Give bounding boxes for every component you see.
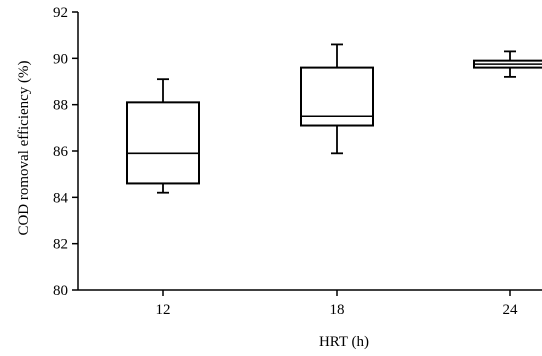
box-18	[300, 43, 374, 155]
box-24	[473, 50, 542, 78]
x-axis-label: HRT (h)	[319, 334, 369, 350]
y-axis: 80 82 84 86 88 90 92	[53, 5, 79, 299]
y-axis-label: COD romoval efficiency (%)	[16, 60, 32, 235]
box-12	[126, 78, 200, 194]
x-tick-label-24: 24	[503, 302, 519, 318]
y-tick-label-84: 84	[53, 190, 69, 206]
y-tick-label-92: 92	[53, 5, 68, 21]
x-tick-label-18: 18	[330, 302, 345, 318]
y-tick-label-90: 90	[53, 51, 68, 67]
y-tick-label-88: 88	[53, 98, 68, 114]
iqr-box-12	[126, 101, 200, 185]
y-tick-label-82: 82	[53, 237, 68, 253]
y-tick-label-80: 80	[53, 283, 68, 299]
x-tick-label-12: 12	[156, 302, 171, 318]
boxes-group	[126, 43, 542, 194]
x-axis: 12 18 24	[78, 289, 542, 318]
y-tick-label-86: 86	[53, 144, 69, 160]
